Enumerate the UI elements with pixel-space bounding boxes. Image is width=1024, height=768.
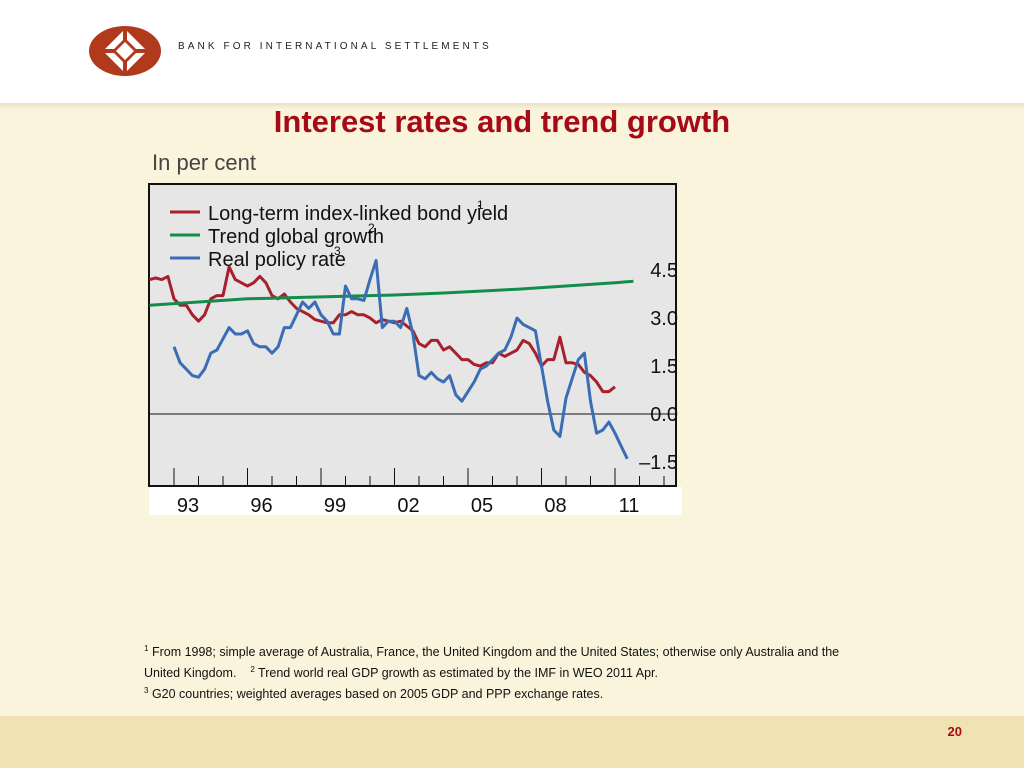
- y-tick-label: 3.0: [650, 308, 678, 330]
- x-tick-label: 05: [471, 495, 493, 517]
- footnote-2-mark: 2: [250, 665, 255, 674]
- footnote-1: 1 From 1998; simple average of Australia…: [144, 644, 840, 680]
- x-tick-label: 99: [324, 495, 346, 517]
- footnote-2: 2 Trend world real GDP growth as estimat…: [250, 665, 658, 680]
- legend-label-1: Long-term index-linked bond yield: [208, 203, 508, 225]
- x-tick-label: 02: [397, 495, 419, 517]
- legend-footnote-mark-2: 2: [368, 221, 375, 235]
- footnote-1-mark: 1: [144, 644, 149, 653]
- header-bar: [0, 0, 1024, 103]
- y-tick-label: –1.5: [639, 452, 678, 474]
- series-line-2: [149, 279, 634, 307]
- footnote-3: 3 G20 countries; weighted averages based…: [144, 682, 864, 703]
- footnote-3-mark: 3: [144, 686, 149, 695]
- legend-label-2: Trend global growth: [208, 226, 384, 248]
- x-tick-label: 96: [250, 495, 272, 517]
- series-line-3: [172, 258, 629, 460]
- legend-footnote-mark-1: 1: [477, 198, 484, 212]
- page-number: 20: [947, 724, 962, 739]
- org-name: BANK FOR INTERNATIONAL SETTLEMENTS: [178, 41, 492, 52]
- footer-bar: [0, 716, 1024, 768]
- footnote-2-text: Trend world real GDP growth as estimated…: [258, 666, 658, 680]
- footnote-3-text: G20 countries; weighted averages based o…: [151, 687, 604, 701]
- x-tick-label: 93: [177, 495, 199, 517]
- footnotes: 1 From 1998; simple average of Australia…: [144, 640, 864, 703]
- legend-footnote-mark-3: 3: [334, 244, 341, 258]
- chart-unit-label: In per cent: [152, 150, 256, 175]
- x-axis-label-band: [149, 487, 682, 515]
- y-tick-label: 0.0: [650, 404, 678, 426]
- x-tick-label: 11: [619, 495, 640, 517]
- legend-label-3: Real policy rate: [208, 249, 346, 271]
- slide-title: Interest rates and trend growth: [273, 104, 731, 139]
- header-shadow: [0, 103, 1024, 109]
- bis-logo-icon: [89, 26, 161, 76]
- y-tick-label: 1.5: [650, 356, 678, 378]
- footnote-1-text: From 1998; simple average of Australia, …: [144, 645, 840, 680]
- y-tick-label: 4.5: [650, 260, 678, 282]
- x-tick-label: 08: [544, 495, 566, 517]
